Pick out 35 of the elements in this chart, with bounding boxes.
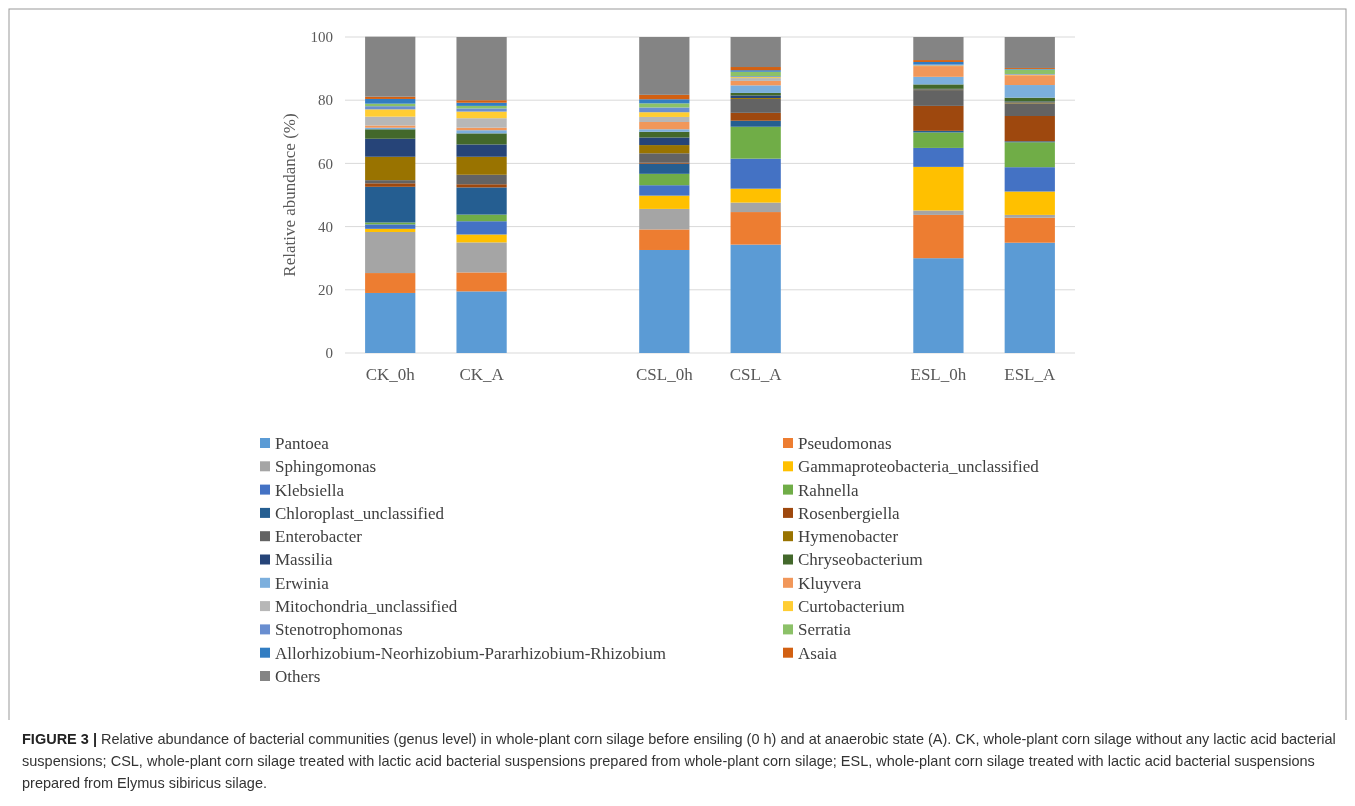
x-tick-label: CK_A	[459, 365, 505, 384]
y-tick-label: 60	[318, 155, 333, 172]
y-tick-label: 40	[318, 218, 333, 235]
legend-label: Asaia	[798, 643, 838, 663]
x-tick-label: ESL_A	[1004, 365, 1056, 384]
caption: FIGURE 3 | Relative abundance of bacterial communities (genus level) in whole-plant corn silage before ensiling (0 h) and at anaerobic state (A). CK, whole-plant corn silage without any lactic acid bacterial suspensions; CSL, whole-plant corn silage treated with lactic acid bacterial suspensions prepared from whole-plant corn silage; ESL, whole-plant corn silage treated with lactic acid bacterial suspensions prepared from Elymus sibiricus silage.	[22, 730, 1337, 793]
legend-label: Curtobacterium	[798, 597, 905, 617]
x-tick-label: ESL_0h	[910, 365, 967, 384]
legend-label: Mitochondria_unclassified	[275, 597, 458, 617]
legend-label: Kluyvera	[798, 573, 862, 593]
legend-label: Stenotrophomonas	[275, 620, 403, 640]
legend-label: Enterobacter	[275, 527, 363, 547]
legend-label: Hymenobacter	[798, 527, 899, 547]
y-tick-label: 0	[325, 345, 333, 362]
y-tick-label: 20	[318, 282, 333, 299]
x-tick-label: CK_0h	[365, 365, 416, 384]
legend-label: Pantoea	[275, 433, 330, 453]
legend-label: Massilia	[275, 550, 334, 570]
legend-label: Sphingomonas	[275, 457, 377, 477]
legend-label: Pseudomonas	[798, 433, 892, 453]
y-tick-label: 80	[318, 92, 333, 109]
legend-label: Klebsiella	[275, 480, 345, 500]
x-tick-label: CSL_0h	[635, 365, 694, 384]
legend-label: Others	[275, 666, 321, 686]
legend-label: Chloroplast_unclassified	[275, 503, 445, 523]
legend-label: Serratia	[798, 620, 852, 640]
y-axis-title: Relative abundance (%)	[280, 113, 299, 277]
legend-label: Rahnella	[798, 480, 859, 500]
y-tick-label: 100	[310, 29, 333, 46]
legend-label: Allorhizobium-Neorhizobium-Pararhizobium-Rhizobium	[275, 643, 666, 663]
legend-label: Chryseobacterium	[798, 550, 923, 570]
x-tick-label: CSL_A	[729, 365, 783, 384]
legend-label: Rosenbergiella	[798, 503, 901, 523]
legend-label: Gammaproteobacteria_unclassified	[798, 457, 1040, 477]
legend-label: Erwinia	[275, 573, 330, 593]
